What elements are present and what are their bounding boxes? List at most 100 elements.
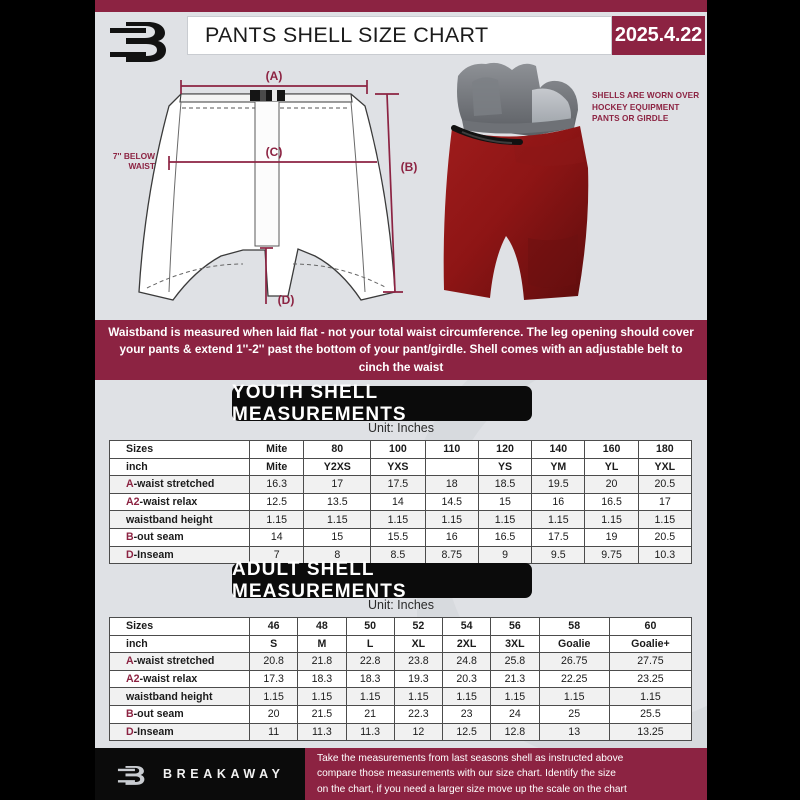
table-cell: 23	[441, 704, 492, 724]
table-cell: 21	[345, 704, 395, 724]
youth-table: Sizes Mite 80 100 110 120 140 160 180 inch Mite Y2X…	[109, 440, 693, 565]
youth-unit-label: Unit: Inches	[367, 421, 434, 435]
footer-brand-block: BREAKAWAY	[95, 748, 305, 800]
youth-section-title: YOUTH SHELL MEASUREMENTS	[232, 382, 532, 425]
table-cell: 18.3	[297, 669, 347, 689]
table-row: B-out seam 20 21.5 21 22.3 23 24 25 25.5	[109, 704, 693, 724]
row-label: A2-waist relax	[109, 492, 250, 512]
table-cell: 25	[538, 704, 610, 724]
table-row: waistband height 1.15 1.15 1.15 1.15 1.15 1.15…	[109, 687, 693, 706]
row-label-marker: D	[126, 548, 134, 561]
youth-table-body: Sizes Mite 80 100 110 120 140 160 180 inch Mite Y2X…	[109, 440, 693, 565]
adult-unit-label: Unit: Inches	[367, 598, 434, 612]
adult-table: Sizes 46 48 50 52 54 56 58 60 inch S M L XL 2XL 3XL Goal…	[109, 617, 693, 742]
row-label-marker: B	[126, 531, 134, 544]
table-cell: 52	[393, 617, 444, 636]
table-cell: 22.25	[538, 669, 610, 689]
table-cell: 18.5	[477, 475, 533, 494]
table-cell: 12.5	[441, 722, 492, 742]
table-cell: Goalie	[538, 634, 610, 654]
table-cell: 48	[297, 617, 347, 636]
row-label: A2-waist relax	[109, 669, 250, 689]
table-cell: 15.5	[370, 527, 426, 547]
below-waist-label-line2: WAIST	[128, 161, 155, 171]
table-cell: 15	[303, 527, 372, 547]
date-badge: 2025.4.22	[612, 16, 705, 55]
table-cell: 13	[538, 722, 610, 742]
table-cell: 15	[477, 492, 533, 512]
table-cell: 17.3	[248, 669, 299, 689]
table-row: D-Inseam 11 11.3 11.3 12 12.5 12.8 13 13.25	[109, 722, 693, 742]
table-cell: 180	[637, 440, 693, 459]
dim-label-b: (B)	[401, 160, 418, 174]
row-label: B-out seam	[109, 527, 250, 547]
table-cell: 21.3	[490, 669, 540, 689]
footer-instructions: Take the measurements from last seasons …	[305, 748, 707, 800]
table-cell: 1.15	[441, 687, 492, 706]
table-cell: YL	[584, 457, 639, 477]
table-cell: 1.15	[637, 510, 693, 529]
table-cell: 21.5	[297, 704, 347, 724]
table-cell: YXL	[637, 457, 693, 477]
table-cell: 140	[531, 440, 586, 459]
row-label: Sizes	[109, 440, 250, 459]
table-cell: 13.5	[303, 492, 372, 512]
table-cell: 1.15	[531, 510, 586, 529]
table-cell: M	[297, 634, 347, 654]
row-label-marker: A	[126, 655, 134, 668]
table-cell: 2XL	[441, 634, 492, 654]
table-cell: 19.5	[531, 475, 586, 494]
table-row: B-out seam 14 15 15.5 16 16.5 17.5 19 20.5	[109, 527, 693, 547]
table-cell: 16.3	[248, 475, 305, 494]
table-row: inch S M L XL 2XL 3XL Goalie Goalie+	[109, 634, 693, 654]
youth-measurements-table: Sizes Mite 80 100 110 120 140 160 180 inch Mite Y2X…	[109, 440, 693, 565]
table-cell: 17.5	[370, 475, 426, 494]
table-cell: 18	[424, 475, 479, 494]
row-label: Sizes	[109, 617, 250, 636]
row-label-marker: A2	[126, 673, 140, 686]
table-cell: 24.8	[441, 652, 492, 671]
table-cell: S	[248, 634, 299, 654]
table-cell: 17	[303, 475, 372, 494]
table-cell: 50	[345, 617, 395, 636]
table-cell: 60	[608, 617, 693, 636]
table-cell: Mite	[248, 440, 305, 459]
row-label: A-waist stretched	[109, 475, 250, 494]
table-cell: 120	[477, 440, 533, 459]
table-cell: 56	[490, 617, 540, 636]
row-label: inch	[109, 634, 250, 654]
table-cell: 23.25	[608, 669, 693, 689]
table-cell: 12.5	[248, 492, 305, 512]
technical-drawing: (A) (B) (C) (D) 7'' BELOW WAIST	[103, 64, 433, 312]
table-cell: 54	[441, 617, 492, 636]
row-label: D-Inseam	[109, 722, 250, 742]
table-row: inch Mite Y2XS YXS YS YM YL YXL	[109, 457, 693, 477]
page-title: PANTS SHELL SIZE CHART	[205, 23, 489, 47]
footer-brand-name: BREAKAWAY	[163, 767, 285, 781]
footer-line-1: Take the measurements from last seasons …	[317, 752, 624, 764]
table-row: A-waist stretched 20.8 21.8 22.8 23.8 24.8 25.…	[109, 652, 693, 671]
table-cell: 9.5	[531, 545, 586, 565]
table-cell: 20.5	[637, 475, 693, 494]
table-cell: 3XL	[490, 634, 540, 654]
table-cell: 20.5	[637, 527, 693, 547]
table-cell: 11	[248, 722, 299, 742]
table-cell: 14.5	[424, 492, 479, 512]
table-cell: 1.15	[303, 510, 372, 529]
product-photo	[428, 58, 613, 310]
table-cell: 23.8	[393, 652, 444, 671]
breakaway-b-logo-icon	[108, 14, 180, 64]
row-label-marker: D	[126, 725, 134, 738]
breakaway-b-logo-icon-footer	[117, 759, 151, 789]
size-chart-page: PANTS SHELL SIZE CHART 2025.4.22	[95, 0, 707, 800]
header-accent-bar	[95, 0, 707, 12]
table-row: A2-waist relax 12.5 13.5 14 14.5 15 16 16.5 17	[109, 492, 693, 512]
table-cell	[424, 457, 479, 477]
dim-label-c: (C)	[266, 145, 283, 159]
below-waist-label-line1: 7'' BELOW	[113, 151, 155, 161]
table-cell: 100	[370, 440, 426, 459]
row-label: A-waist stretched	[109, 652, 250, 671]
adult-measurements-table: Sizes 46 48 50 52 54 56 58 60 inch S M L XL 2XL 3XL Goal…	[109, 617, 693, 742]
footer-line-2: compare those measurements with our size…	[317, 768, 616, 780]
table-row: A2-waist relax 17.3 18.3 18.3 19.3 20.3 21.3 22…	[109, 669, 693, 689]
